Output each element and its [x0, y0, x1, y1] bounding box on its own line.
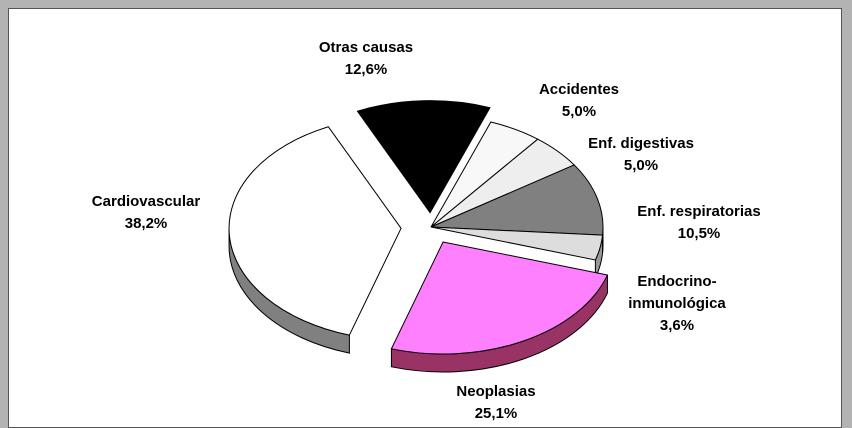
category-label: Enf. digestivas: [588, 133, 694, 155]
slice: [391, 242, 607, 354]
category-label: Accidentes: [539, 79, 619, 101]
category-label: Endocrino-inmunológica: [615, 271, 740, 315]
category-label: Neoplasias: [456, 381, 535, 403]
category-label: Cardiovascular: [92, 191, 200, 213]
value-label: 5,0%: [588, 155, 694, 177]
value-label: 3,6%: [615, 315, 740, 337]
value-label: 38,2%: [92, 213, 200, 235]
value-label: 10,5%: [637, 223, 760, 245]
value-label: 5,0%: [539, 101, 619, 123]
category-label: Enf. respiratorias: [637, 201, 760, 223]
value-label: 25,1%: [456, 403, 535, 425]
category-label: Otras causas: [319, 37, 413, 59]
value-label: 12,6%: [319, 59, 413, 81]
